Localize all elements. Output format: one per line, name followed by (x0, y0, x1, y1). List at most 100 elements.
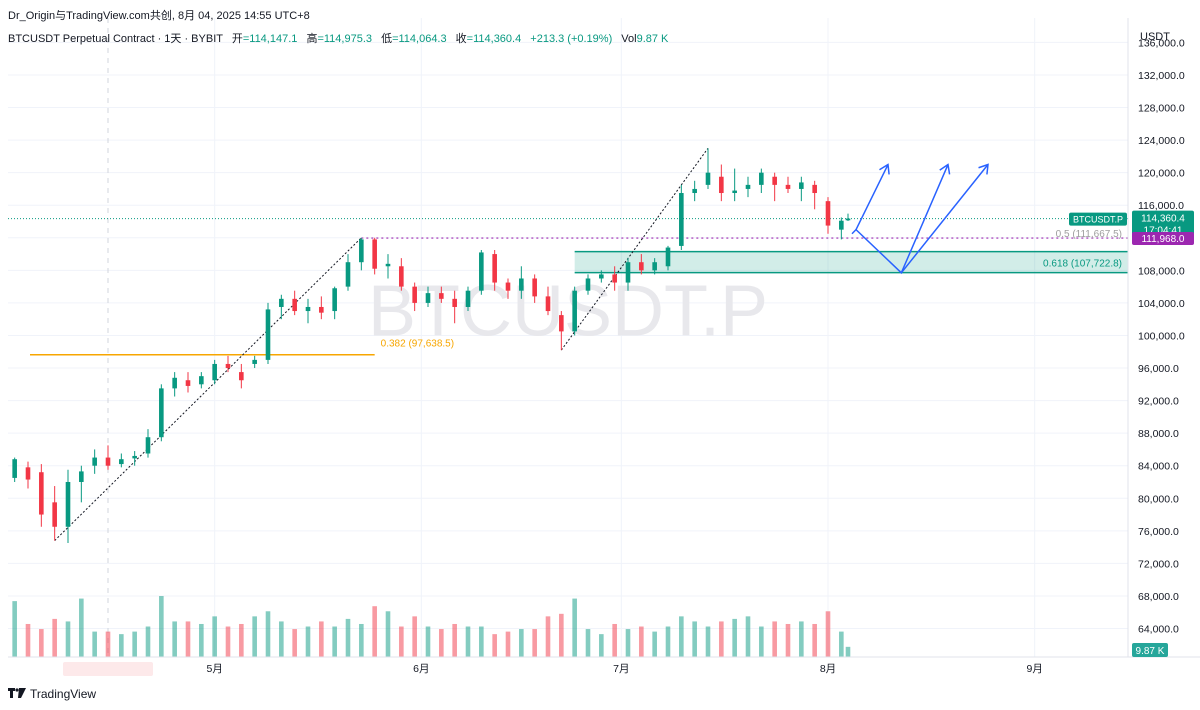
candle-body (332, 288, 337, 312)
candle[interactable] (492, 249, 497, 291)
candle-body (785, 184, 791, 189)
close-value: =114,360.4 (466, 33, 522, 45)
candle[interactable] (532, 274, 537, 303)
candle[interactable] (665, 245, 671, 271)
volume-badge (1132, 643, 1168, 657)
candle[interactable] (505, 278, 511, 299)
candle[interactable] (559, 311, 564, 351)
price-tick-label: 128,000.0 (1138, 103, 1185, 115)
candle-body (425, 293, 431, 303)
candle-body (665, 247, 671, 267)
price-tick-label: 124,000.0 (1138, 135, 1185, 147)
candle[interactable] (652, 258, 657, 275)
candle[interactable] (732, 168, 737, 202)
symbol-description[interactable]: BTCUSDT Perpetual Contract · 1天 · BYBIT (8, 33, 223, 45)
candle[interactable] (399, 258, 404, 291)
candle-body (132, 455, 137, 459)
candle[interactable] (239, 363, 244, 389)
candle[interactable] (625, 258, 631, 291)
candle[interactable] (599, 270, 604, 283)
candle[interactable] (225, 355, 231, 373)
candle[interactable] (425, 286, 431, 307)
candle[interactable] (812, 180, 817, 210)
candle[interactable] (105, 445, 111, 470)
candle[interactable] (519, 266, 524, 299)
candle[interactable] (119, 453, 124, 468)
candle[interactable] (265, 302, 271, 364)
candle[interactable] (345, 254, 351, 291)
candle-body (679, 193, 684, 246)
fib-0618-label: 0.618 (107,722.8) (1043, 259, 1122, 270)
candle[interactable] (825, 197, 831, 234)
candle[interactable] (452, 290, 457, 324)
candle[interactable] (92, 449, 97, 474)
symbol-legend[interactable]: BTCUSDT Perpetual Contract · 1天 · BYBIT … (8, 30, 668, 46)
candle[interactable] (279, 294, 284, 320)
candle[interactable] (839, 217, 844, 240)
candle[interactable] (545, 286, 551, 316)
candle[interactable] (772, 172, 777, 202)
volume-bar (479, 626, 484, 657)
candle[interactable] (479, 249, 484, 295)
candle-body (545, 296, 551, 312)
fib-zone (574, 251, 1128, 273)
candle[interactable] (799, 176, 804, 202)
candle[interactable] (745, 176, 751, 198)
candle[interactable] (679, 184, 684, 250)
candle[interactable] (145, 429, 151, 458)
candle-body (225, 363, 231, 369)
candle[interactable] (319, 296, 324, 320)
candle[interactable] (759, 168, 764, 194)
candle[interactable] (439, 286, 444, 303)
volume-bar (492, 634, 497, 657)
volume-bar (679, 616, 684, 657)
candle[interactable] (585, 274, 591, 295)
candle[interactable] (199, 372, 204, 389)
candle[interactable] (692, 180, 697, 202)
candle[interactable] (359, 237, 364, 271)
candle[interactable] (39, 464, 44, 527)
candle[interactable] (719, 164, 724, 202)
close-label: 收 (455, 33, 467, 45)
low-label: 低 (381, 33, 393, 45)
candle[interactable] (612, 266, 617, 291)
volume-bar (585, 629, 591, 657)
candle[interactable] (412, 282, 417, 312)
candle[interactable] (372, 237, 377, 275)
candle[interactable] (212, 359, 217, 385)
candle[interactable] (465, 286, 471, 312)
candle[interactable] (159, 384, 164, 442)
candle[interactable] (172, 372, 177, 397)
candle[interactable] (332, 286, 337, 320)
marker-price-badge (1132, 232, 1194, 246)
symbol-badge (1069, 212, 1127, 226)
candle[interactable] (845, 213, 851, 221)
candle[interactable] (79, 465, 84, 503)
candle[interactable] (639, 254, 644, 275)
candle[interactable] (25, 461, 31, 489)
candle[interactable] (292, 290, 297, 316)
candle[interactable] (705, 148, 711, 189)
tradingview-footer[interactable]: TradingView (8, 687, 96, 701)
candle[interactable] (785, 176, 791, 194)
volume-bar (159, 596, 164, 657)
candle[interactable] (305, 298, 311, 324)
candle[interactable] (252, 355, 257, 369)
candle[interactable] (185, 372, 191, 393)
candle[interactable] (385, 254, 391, 279)
candle[interactable] (12, 457, 17, 482)
open-value: =114,147.1 (242, 33, 298, 45)
volume-bar (599, 634, 604, 657)
candle-body (799, 182, 804, 189)
candle[interactable] (132, 451, 137, 466)
volume-bar (812, 623, 817, 657)
volume-bar (25, 623, 31, 657)
volume-bar (572, 598, 577, 657)
volume-bars (12, 596, 851, 657)
candle[interactable] (52, 486, 57, 541)
bar-countdown: 17:04:41 (1144, 226, 1183, 237)
candle[interactable] (572, 286, 577, 336)
date-badge (63, 662, 153, 676)
candle[interactable] (65, 469, 71, 544)
